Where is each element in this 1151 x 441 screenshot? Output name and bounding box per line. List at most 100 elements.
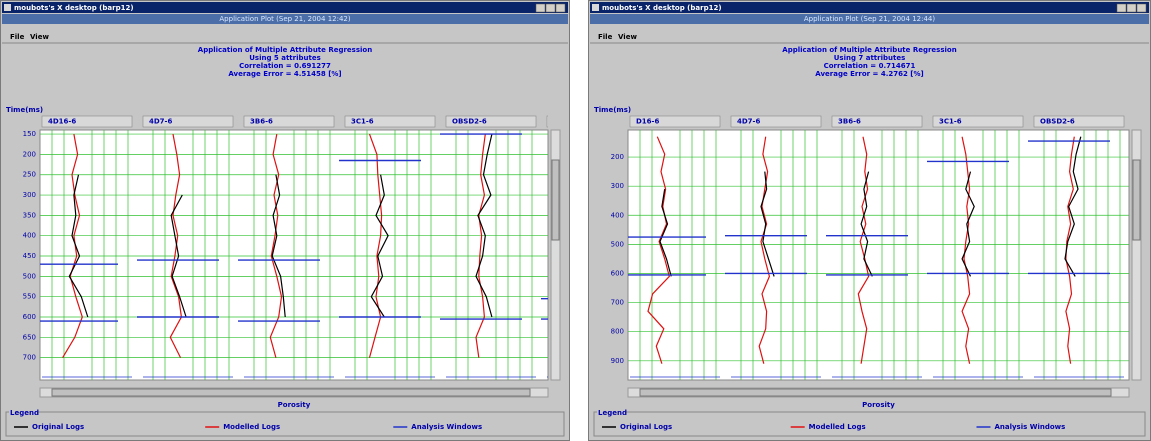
- y-tick-label: 600: [23, 313, 36, 321]
- vertical-scroll-thumb[interactable]: [551, 159, 560, 241]
- title-bar: [590, 2, 1149, 13]
- well-header[interactable]: [629, 115, 721, 128]
- chart-title: Application of Multiple Attribute Regres…: [198, 46, 372, 54]
- well-header[interactable]: [41, 115, 133, 128]
- chart-title: Application of Multiple Attribute Regres…: [782, 46, 956, 54]
- modelled-log: [475, 134, 486, 358]
- y-tick-label: 550: [23, 293, 36, 301]
- vertical-scrollbar[interactable]: [1131, 129, 1142, 381]
- well-header[interactable]: [730, 115, 822, 128]
- menu-item[interactable]: View: [618, 33, 637, 41]
- chart-title: Correlation = 0.691277: [239, 62, 331, 70]
- app-title: Application Plot (Sep 21, 2004 12:44): [804, 15, 935, 23]
- y-tick-label: 800: [611, 328, 624, 336]
- chart-title: Correlation = 0.714671: [824, 62, 916, 70]
- well-name: OBSD2-6: [1040, 118, 1075, 126]
- plot-area: [627, 129, 1130, 381]
- vertical-scroll-thumb[interactable]: [1132, 159, 1141, 241]
- minimize-button[interactable]: [535, 3, 546, 13]
- x-axis-label: Porosity: [278, 401, 311, 409]
- y-tick-label: 500: [23, 272, 36, 280]
- horizontal-scroll-thumb[interactable]: [639, 388, 1112, 397]
- original-log: [170, 194, 187, 318]
- well-name: 3B6-6: [838, 118, 861, 126]
- well-name: 3C1-6: [939, 118, 962, 126]
- modelled-log: [961, 136, 971, 364]
- legend-label: Analysis Windows: [411, 423, 482, 431]
- modelled-log: [368, 133, 383, 358]
- close-button[interactable]: [555, 3, 566, 13]
- well-header[interactable]: [831, 115, 923, 128]
- y-tick-label: 350: [23, 211, 36, 219]
- chart-title: Average Error = 4.51458 [%]: [228, 70, 341, 78]
- well-header[interactable]: [1033, 115, 1125, 128]
- legend-label: Analysis Windows: [994, 423, 1065, 431]
- y-axis-label: Time(ms): [6, 106, 43, 114]
- y-tick-label: 700: [611, 299, 624, 307]
- y-axis-label: Time(ms): [594, 106, 631, 114]
- modelled-log: [758, 136, 771, 364]
- maximize-button[interactable]: [545, 3, 556, 13]
- chart-title: Using 5 attributes: [249, 54, 321, 62]
- app-bar: [2, 14, 568, 24]
- title-bar: [2, 2, 568, 13]
- well-name: 4D16-6: [48, 118, 76, 126]
- y-tick-label: 300: [23, 191, 36, 199]
- well-name: 4D7-6: [737, 118, 760, 126]
- legend-label: Original Logs: [620, 423, 672, 431]
- menu-item[interactable]: View: [30, 33, 49, 41]
- x-axis-label: Porosity: [862, 401, 895, 409]
- window-icon: [592, 4, 599, 11]
- legend-label: Modelled Logs: [223, 423, 280, 431]
- original-log: [860, 171, 873, 277]
- original-log: [961, 171, 975, 277]
- menu-item[interactable]: File: [598, 33, 613, 41]
- modelled-log: [647, 136, 670, 364]
- app-window: moubots's X desktop (barp12) Application …: [588, 0, 1151, 441]
- modelled-log: [857, 136, 870, 364]
- original-log: [271, 174, 286, 318]
- vertical-scrollbar[interactable]: [550, 129, 561, 381]
- well-header[interactable]: [142, 115, 234, 128]
- app-window: moubots's X desktop (barp12) Application …: [0, 0, 637, 441]
- y-tick-label: 300: [611, 182, 624, 190]
- original-log: [659, 189, 672, 277]
- well-header[interactable]: [932, 115, 1024, 128]
- maximize-button[interactable]: [1126, 3, 1137, 13]
- y-tick-label: 900: [611, 357, 624, 365]
- well-header[interactable]: [344, 115, 436, 128]
- y-tick-label: 650: [23, 333, 36, 341]
- legend-label: Original Logs: [32, 423, 84, 431]
- legend-title: Legend: [598, 409, 627, 417]
- well-name: 4D7-6: [149, 118, 172, 126]
- y-tick-label: 200: [611, 153, 624, 161]
- y-tick-label: 600: [611, 269, 624, 277]
- well-header[interactable]: [445, 115, 537, 128]
- y-tick-label: 500: [611, 240, 624, 248]
- app-title: Application Plot (Sep 21, 2004 12:42): [219, 15, 350, 23]
- original-log: [68, 174, 89, 318]
- well-header[interactable]: [546, 115, 637, 128]
- y-tick-label: 250: [23, 171, 36, 179]
- menu-item[interactable]: File: [10, 33, 25, 41]
- y-tick-label: 450: [23, 252, 36, 260]
- chart-title: Using 7 attributes: [834, 54, 906, 62]
- legend-title-bg: [597, 409, 625, 416]
- window-title: moubots's X desktop (barp12): [14, 4, 134, 12]
- well-name: OBSD2-6: [452, 118, 487, 126]
- well-header[interactable]: [243, 115, 335, 128]
- legend-title: Legend: [10, 409, 39, 417]
- legend-box: [5, 411, 565, 437]
- well-name: D16-6: [636, 118, 659, 126]
- original-log: [370, 174, 389, 318]
- close-button[interactable]: [1136, 3, 1147, 13]
- minimize-button[interactable]: [1116, 3, 1127, 13]
- well-name: 3B6-6: [250, 118, 273, 126]
- legend-label: Modelled Logs: [809, 423, 866, 431]
- y-tick-label: 400: [611, 211, 624, 219]
- window-icon: [4, 4, 11, 11]
- horizontal-scroll-thumb[interactable]: [51, 388, 531, 397]
